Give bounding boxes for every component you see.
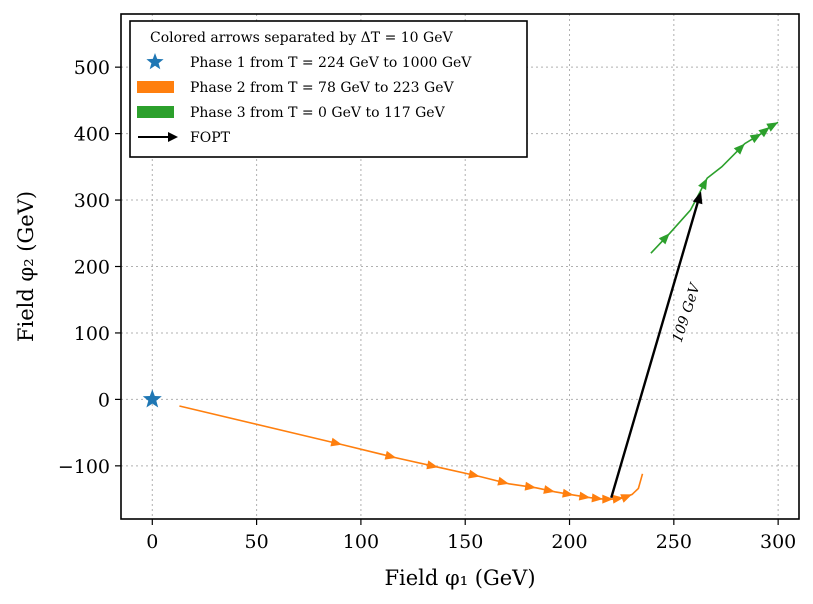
phase-2-arrow [612,494,624,504]
legend-arrow-head [168,132,178,142]
phase-2-path [179,405,644,500]
phase-2-arrow [578,491,591,501]
fopt-distance-annotation: 109 GeV [670,280,705,345]
y-tick-label: 500 [74,57,110,79]
phase-3-arrow [749,133,762,144]
x-tick-label: 250 [656,531,692,553]
phase-2-arrow [497,476,509,486]
phase-3-arrow [766,122,779,132]
phase-1-star-marker [142,389,162,408]
phase-2-arrow [468,469,480,479]
legend-entry-label: Phase 1 from T = 224 GeV to 1000 GeV [190,55,472,71]
phase-2-arrow [602,494,614,504]
phase-2-arrow [330,437,343,447]
series-layer [142,121,779,504]
ticks-layer: 0 50 100 150 200 250 300 −100 0 100 200 300 400 500 [58,57,796,553]
grid [121,14,799,519]
y-tick-label: 0 [98,389,110,411]
plot-frame [120,13,800,520]
annotation-layer: 109 GeV [670,280,705,345]
phase-3-arrow [658,233,670,245]
legend-box [129,20,528,158]
phase-2-arrow [426,460,439,470]
y-axis-label: Field φ₂ (GeV) [14,191,38,342]
phase-3-arrow [733,143,745,155]
x-tick-label: 0 [146,531,158,553]
fopt-arrow-head [692,191,703,205]
legend-color-swatch [137,106,174,118]
legend-entry-label: FOPT [190,130,231,146]
phase-2-arrow [562,488,574,498]
x-tick-label: 200 [551,531,587,553]
y-tick-label: −100 [58,456,110,478]
phase-2-arrow [524,481,537,491]
phase-3-path [650,121,779,254]
phase-3-arrow [758,127,770,138]
x-axis-label: Field φ₁ (GeV) [384,566,535,590]
y-tick-label: 400 [74,124,110,146]
phase-2-arrow [591,493,603,503]
legend-color-swatch [137,81,174,93]
phase-2-arrow [384,450,397,460]
x-tick-label: 50 [245,531,269,553]
phase-2-arrow [620,494,633,503]
legend-title: Colored arrows separated by ΔT = 10 GeV [150,30,453,46]
y-tick-label: 100 [74,323,110,345]
legend: Colored arrows separated by ΔT = 10 GeV … [129,20,528,158]
x-tick-label: 100 [343,531,379,553]
phase-2-arrow [543,485,555,494]
legend-entry-label: Phase 3 from T = 0 GeV to 117 GeV [190,105,446,121]
legend-star-icon [146,53,164,70]
phase-3-arrow [698,178,708,190]
legend-entry-label: Phase 2 from T = 78 GeV to 223 GeV [190,80,454,96]
fopt-arrow-line [610,200,700,499]
x-tick-label: 300 [760,531,796,553]
x-tick-label: 150 [447,531,483,553]
y-tick-label: 300 [74,190,110,212]
y-tick-label: 200 [74,257,110,279]
